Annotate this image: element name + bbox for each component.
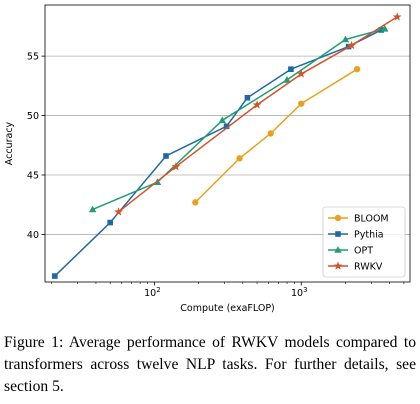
legend-item-opt: OPT: [328, 245, 373, 256]
x-tick-label: 102: [144, 286, 161, 299]
series-bloom: [192, 65, 361, 206]
opt-point: [283, 75, 291, 83]
rwkv-point: [296, 69, 306, 78]
pythia-point: [52, 273, 58, 279]
opt-point: [341, 35, 350, 43]
legend-label: RWKV: [354, 261, 383, 272]
pythia-point: [244, 94, 251, 101]
y-tick-label: 40: [27, 230, 39, 241]
pythia-point: [163, 153, 169, 159]
bloom-line: [194, 68, 358, 203]
legend-box: [322, 206, 406, 278]
figure-caption: Figure 1: Average performance of RWKV mo…: [4, 334, 416, 395]
legend-item-rwkv: RWKV: [328, 261, 383, 272]
legend-swatch-marker: [334, 246, 342, 253]
chart-figure: 40 45 50 55 102 103 Accuracy Compute (exaFLO…: [4, 4, 411, 314]
pythia-point: [223, 123, 230, 130]
legend-swatch-marker: [333, 261, 343, 270]
y-tick-label: 45: [27, 171, 39, 182]
opt-point: [218, 116, 227, 124]
x-axis-ticks: 102 103: [51, 282, 405, 299]
rwkv-point: [252, 100, 262, 109]
bloom-point: [236, 155, 243, 162]
legend-item-pythia: Pythia: [328, 229, 384, 240]
legend-label: OPT: [354, 245, 373, 256]
legend-item-bloom: BLOOM: [328, 213, 389, 224]
y-tick-label: 50: [27, 111, 39, 122]
pythia-point: [288, 66, 294, 72]
x-axis-label: Compute (exaFLOP): [180, 303, 275, 314]
series-layer: [52, 12, 402, 279]
legend-swatch-marker: [334, 214, 342, 222]
bloom-point: [267, 130, 274, 137]
bloom-point: [353, 65, 361, 73]
series-opt: [88, 24, 389, 213]
series-rwkv: [114, 12, 402, 216]
legend-label: Pythia: [354, 229, 384, 240]
pythia-point: [107, 219, 113, 226]
opt-point: [381, 24, 389, 32]
y-axis-label: Accuracy: [4, 121, 15, 165]
legend-label: BLOOM: [354, 213, 389, 224]
rwkv-point: [347, 40, 356, 50]
legend-swatch-marker: [335, 231, 341, 237]
bloom-point: [192, 199, 199, 206]
opt-point: [88, 205, 97, 213]
rwkv-point: [114, 207, 123, 216]
y-axis-ticks: 40 45 50 55: [27, 52, 45, 241]
bloom-point: [298, 100, 305, 107]
rwkv-line: [118, 16, 398, 213]
rwkv-point: [392, 12, 402, 21]
rwkv-point: [171, 162, 181, 171]
plot-frame: [44, 4, 411, 283]
opt-line: [92, 28, 385, 211]
y-tick-label: 55: [27, 52, 39, 63]
legend: BLOOM Pythia OPT RWKV: [322, 206, 406, 278]
x-tick-label: 103: [291, 286, 308, 299]
